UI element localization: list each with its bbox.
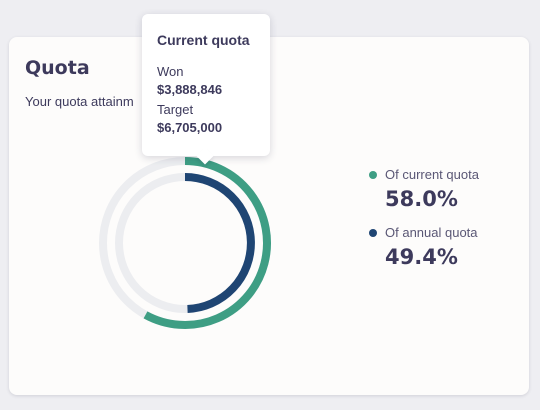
- chart-tooltip: Current quota Won $3,888,846 Target $6,7…: [142, 14, 270, 165]
- legend-item-current-quota: Of current quota 58.0%: [369, 167, 479, 211]
- tooltip-title: Current quota: [157, 32, 250, 48]
- legend-dot-current-quota: [369, 170, 377, 179]
- donut-arc-current-quota[interactable]: [143, 157, 271, 329]
- donut-arc-annual-quota[interactable]: [184, 173, 255, 313]
- legend-value: 58.0%: [385, 187, 458, 211]
- quota-donut-chart: [99, 157, 271, 329]
- legend-item-annual-quota: Of annual quota 49.4%: [369, 225, 479, 269]
- legend-value: 49.4%: [385, 245, 458, 269]
- card-subtitle: Your quota attainm: [25, 94, 134, 109]
- tooltip-target-label: Target: [157, 102, 194, 117]
- legend-label: Of annual quota: [385, 225, 478, 240]
- tooltip-won-label: Won: [157, 64, 184, 79]
- legend-label: Of current quota: [385, 167, 479, 182]
- legend-dot-annual-quota: [369, 228, 377, 237]
- card-title: Quota: [25, 57, 90, 79]
- chart-legend: Of current quota 58.0% Of annual quota 4…: [369, 167, 479, 283]
- tooltip-target-value: $6,705,000: [157, 120, 223, 135]
- tooltip-won-value: $3,888,846: [157, 82, 223, 97]
